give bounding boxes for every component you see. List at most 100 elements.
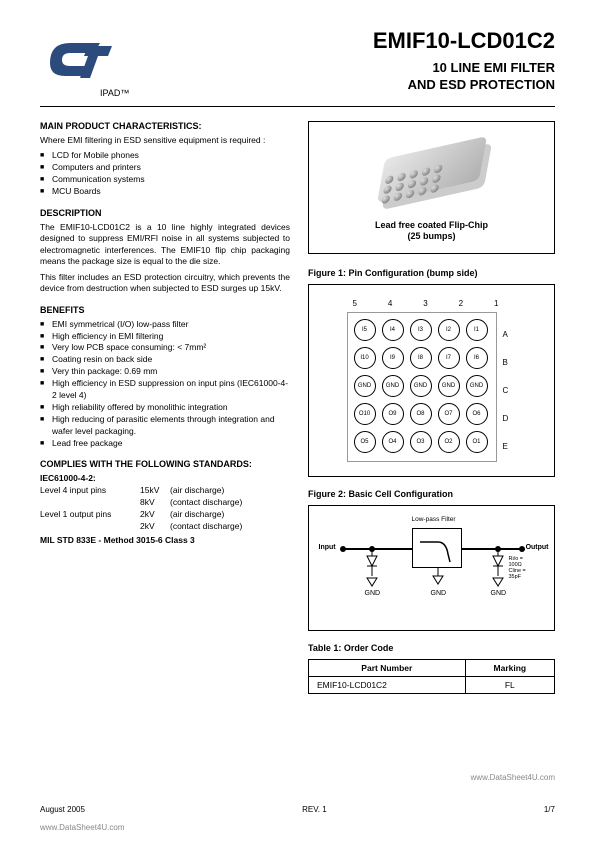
std-row: Level 4 input pins15kV(air discharge) xyxy=(40,485,290,497)
left-column: MAIN PRODUCT CHARACTERISTICS: Where EMI … xyxy=(40,121,290,694)
pin-cell: I2 xyxy=(438,319,460,341)
gnd-symbol-icon xyxy=(491,576,505,588)
std-row: 8kV(contact discharge) xyxy=(40,497,290,509)
pin-cell: GND xyxy=(410,375,432,397)
description-p2: This filter includes an ESD protection c… xyxy=(40,272,290,295)
list-item: LCD for Mobile phones xyxy=(40,150,290,162)
main-char-intro: Where EMI filtering in ESD sensitive equ… xyxy=(40,135,290,146)
description-title: DESCRIPTION xyxy=(40,208,290,218)
part-number: EMIF10-LCD01C2 xyxy=(373,28,555,54)
table-row: EMIF10-LCD01C2 FL xyxy=(309,677,555,694)
footer-rev: REV. 1 xyxy=(302,805,327,814)
table-row: Part Number Marking xyxy=(309,660,555,677)
pin-cell: GND xyxy=(382,375,404,397)
filter-label: Low-pass Filter xyxy=(412,516,456,523)
header: EMIF10-LCD01C2 10 LINE EMI FILTER AND ES… xyxy=(40,28,555,94)
cell-config-box: Low-pass Filter Input Output GND GND GND xyxy=(308,505,555,631)
pin-cell: GND xyxy=(354,375,376,397)
list-item: Very low PCB space consuming: < 7mm² xyxy=(40,342,290,354)
order-table: Part Number Marking EMIF10-LCD01C2 FL xyxy=(308,659,555,694)
pin-cell: O6 xyxy=(466,403,488,425)
pin-cell: I6 xyxy=(466,347,488,369)
description-p1: The EMIF10-LCD01C2 is a 10 line highly i… xyxy=(40,222,290,268)
pin-cell: O2 xyxy=(438,431,460,453)
title-block: EMIF10-LCD01C2 10 LINE EMI FILTER AND ES… xyxy=(373,28,555,94)
pin-cell: I10 xyxy=(354,347,376,369)
pin-row-labels: A B C D E xyxy=(503,316,509,458)
list-item: Coating resin on back side xyxy=(40,354,290,366)
mil-std: MIL STD 833E - Method 3015-6 Class 3 xyxy=(40,535,290,547)
list-item: Very thin package: 0.69 mm xyxy=(40,366,290,378)
pin-cell: I7 xyxy=(438,347,460,369)
pin-cell: GND xyxy=(466,375,488,397)
chip-caption1: Lead free coated Flip-Chip xyxy=(319,220,544,232)
footer-page: 1/7 xyxy=(544,805,555,814)
fig2-title: Figure 2: Basic Cell Configuration xyxy=(308,489,555,499)
pin-cell: O7 xyxy=(438,403,460,425)
pin-cell: GND xyxy=(438,375,460,397)
divider xyxy=(40,106,555,107)
input-label: Input xyxy=(319,544,336,551)
pin-cell: O10 xyxy=(354,403,376,425)
chip-image xyxy=(372,132,492,212)
list-item: Computers and printers xyxy=(40,162,290,174)
iec-label: IEC61000-4-2: xyxy=(40,473,290,485)
cell-diagram: Low-pass Filter Input Output GND GND GND xyxy=(327,518,537,618)
main-char-list: LCD for Mobile phones Computers and prin… xyxy=(40,150,290,198)
output-label: Output xyxy=(526,544,549,551)
pin-cell: I9 xyxy=(382,347,404,369)
gnd-label: GND xyxy=(491,590,507,597)
pin-cell: O9 xyxy=(382,403,404,425)
standards-block: IEC61000-4-2: Level 4 input pins15kV(air… xyxy=(40,473,290,546)
main-char-title: MAIN PRODUCT CHARACTERISTICS: xyxy=(40,121,290,131)
benefits-title: BENEFITS xyxy=(40,305,290,315)
subtitle-line2: AND ESD PROTECTION xyxy=(373,77,555,94)
std-row: Level 1 output pins2kV(air discharge) xyxy=(40,509,290,521)
pin-config-box: 5 4 3 2 1 I5 I4 I3 I2 I1 I10 I9 I8 I7 I6 GND GND GND… xyxy=(308,284,555,477)
list-item: MCU Boards xyxy=(40,186,290,198)
list-item: High efficiency in EMI filtering xyxy=(40,331,290,343)
list-item: Lead free package xyxy=(40,438,290,450)
table-cell: FL xyxy=(465,677,554,694)
list-item: High reliability offered by monolithic i… xyxy=(40,402,290,414)
watermark: www.DataSheet4U.com xyxy=(40,823,124,832)
list-item: High efficiency in ESD suppression on in… xyxy=(40,378,290,402)
pin-cell: O8 xyxy=(410,403,432,425)
footer-date: August 2005 xyxy=(40,805,85,814)
gnd-icon xyxy=(431,568,445,588)
subtitle-line1: 10 LINE EMI FILTER xyxy=(373,60,555,77)
pin-matrix: I5 I4 I3 I2 I1 I10 I9 I8 I7 I6 GND GND GND GND GND O10 O… xyxy=(347,312,497,462)
filter-box xyxy=(412,528,462,568)
pin-cell: O1 xyxy=(466,431,488,453)
list-item: EMI symmetrical (I/O) low-pass filter xyxy=(40,319,290,331)
chip-box: Lead free coated Flip-Chip (25 bumps) xyxy=(308,121,555,254)
params-label: Ri/o = 100Ω Cline = 35pF xyxy=(509,556,537,580)
gnd-label: GND xyxy=(365,590,381,597)
pin-cell: I8 xyxy=(410,347,432,369)
gnd-label: GND xyxy=(431,590,447,597)
standards-title: COMPLIES WITH THE FOLLOWING STANDARDS: xyxy=(40,459,290,469)
table-header: Marking xyxy=(465,660,554,677)
pin-cell: I1 xyxy=(466,319,488,341)
pin-cell: I4 xyxy=(382,319,404,341)
chip-caption2: (25 bumps) xyxy=(319,231,544,243)
footer: August 2005 REV. 1 1/7 xyxy=(40,805,555,814)
pin-cell: O3 xyxy=(410,431,432,453)
list-item: Communication systems xyxy=(40,174,290,186)
content: MAIN PRODUCT CHARACTERISTICS: Where EMI … xyxy=(40,121,555,694)
pin-cell: I3 xyxy=(410,319,432,341)
st-logo xyxy=(40,28,120,88)
pin-cell: I5 xyxy=(354,319,376,341)
benefits-list: EMI symmetrical (I/O) low-pass filter Hi… xyxy=(40,319,290,450)
watermark: www.DataSheet4U.com xyxy=(471,773,555,782)
gnd-symbol-icon xyxy=(365,576,379,588)
pin-cell: O5 xyxy=(354,431,376,453)
table-header: Part Number xyxy=(309,660,466,677)
std-row: 2kV(contact discharge) xyxy=(40,521,290,533)
table-cell: EMIF10-LCD01C2 xyxy=(309,677,466,694)
list-item: High reducing of parasitic elements thro… xyxy=(40,414,290,438)
fig1-title: Figure 1: Pin Configuration (bump side) xyxy=(308,268,555,278)
pin-col-headers: 5 4 3 2 1 xyxy=(347,299,517,308)
table1-title: Table 1: Order Code xyxy=(308,643,555,653)
pin-cell: O4 xyxy=(382,431,404,453)
